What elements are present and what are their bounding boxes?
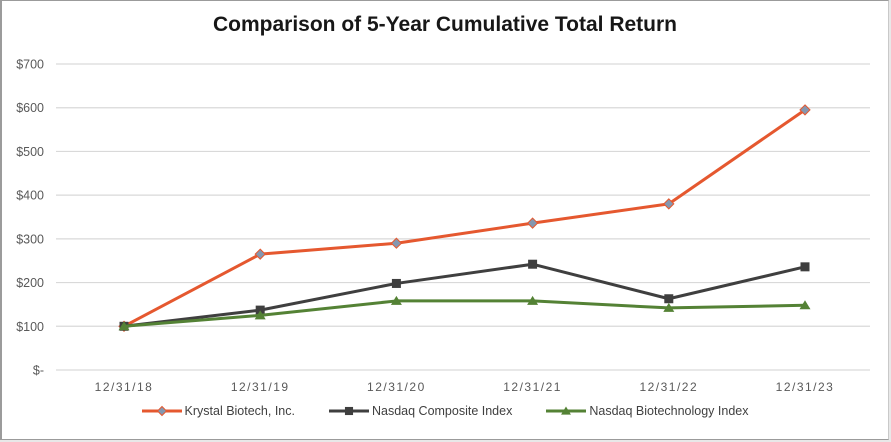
x-tick-label: 12/31/22: [639, 380, 698, 394]
y-tick-label: $400: [16, 189, 44, 203]
triangle-marker-icon: [799, 300, 811, 310]
square-marker-icon: [391, 278, 401, 288]
diamond-marker-icon: [156, 405, 167, 417]
y-tick-label: $700: [16, 58, 44, 72]
y-tick-label: $300: [16, 232, 44, 246]
legend-triangle-marker-icon: [546, 406, 587, 415]
y-tick-label: $-: [33, 364, 44, 378]
legend-label: Krystal Biotech, Inc.: [184, 404, 295, 418]
x-tick-label: 12/31/23: [776, 380, 835, 394]
square-marker-icon: [800, 262, 810, 272]
diamond-marker-icon: [526, 217, 539, 229]
series-line-krystal-biotech-inc: [122, 108, 807, 328]
series-line-nasdaq-biotechnology-index: [122, 299, 807, 328]
square-marker-icon: [528, 259, 538, 269]
diamond-marker-icon: [663, 198, 675, 210]
square-marker-icon: [664, 294, 674, 304]
y-tick-label: $600: [16, 101, 44, 115]
diamond-marker-icon: [254, 248, 266, 260]
triangle-marker-icon: [390, 295, 402, 305]
diamond-marker-icon: [390, 237, 403, 249]
legend: Krystal Biotech, Inc. Nasdaq Composite In…: [2, 404, 888, 418]
triangle-marker-icon: [561, 406, 572, 415]
x-tick-label: 12/31/19: [231, 380, 290, 394]
chart-title: Comparison of 5-Year Cumulative Total Re…: [212, 13, 678, 36]
series-line-nasdaq-composite-index: [122, 262, 807, 328]
x-tick-label: 12/31/20: [367, 380, 426, 394]
triangle-marker-icon: [254, 310, 266, 320]
y-tick-label: $100: [16, 320, 44, 334]
legend-diamond-marker-icon: [141, 405, 182, 417]
triangle-marker-icon: [527, 295, 539, 305]
triangle-marker-icon: [663, 302, 675, 312]
y-tick-label: $500: [16, 145, 44, 159]
x-tick-label: 12/31/21: [503, 380, 562, 394]
legend-label: Nasdaq Composite Index: [371, 404, 513, 418]
x-tick-label: 12/31/18: [95, 380, 154, 394]
square-marker-icon: [255, 305, 265, 315]
legend-square-marker-icon: [328, 406, 369, 416]
y-tick-label: $200: [16, 276, 44, 290]
legend-item-nasdaq-composite-index: Nasdaq Composite Index: [328, 404, 513, 418]
square-marker-icon: [344, 406, 354, 416]
legend-item-nasdaq-biotechnology-index: Nasdaq Biotechnology Index: [546, 404, 748, 418]
legend-item-krystal-biotech-inc: Krystal Biotech, Inc.: [141, 404, 295, 418]
diamond-marker-icon: [799, 104, 811, 116]
triangle-marker-icon: [118, 321, 130, 331]
legend-label: Nasdaq Biotechnology Index: [589, 404, 749, 418]
